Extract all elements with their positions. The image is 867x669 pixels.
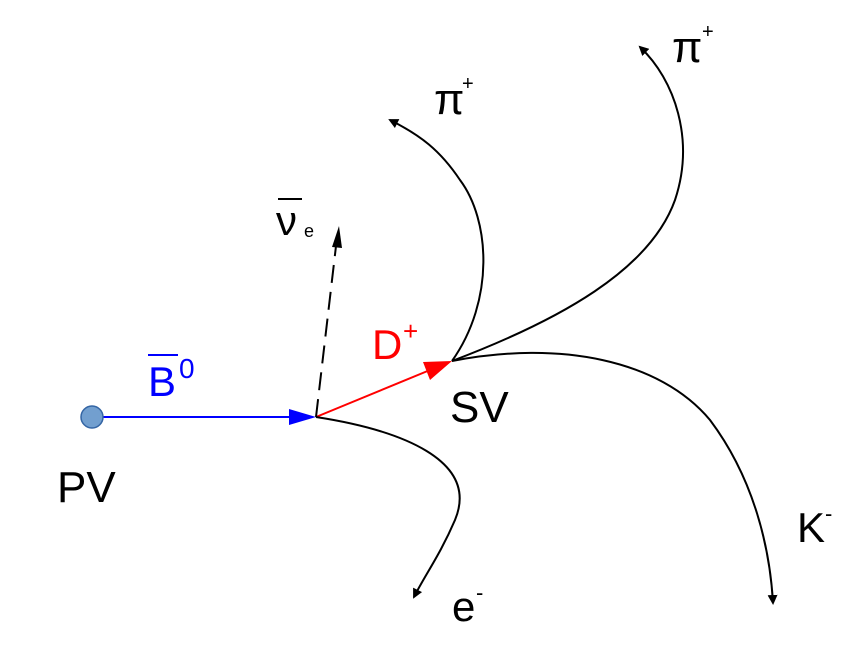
d-meson-symbol: D: [372, 321, 403, 368]
b-meson-overbar: [148, 354, 178, 356]
electron-track: [315, 416, 461, 599]
electron-symbol: e: [452, 583, 476, 630]
primary-vertex: [80, 405, 104, 429]
kaon-label: K -: [797, 503, 857, 553]
pv-label: PV: [57, 463, 116, 512]
pion-left-label: π +: [434, 72, 494, 122]
pion-right-track: [451, 45, 684, 362]
pion-left-track: [388, 119, 485, 362]
neutrino-overbar: [278, 198, 302, 200]
neutrino-arrowhead: [332, 226, 342, 248]
pion-left-symbol: π: [434, 75, 465, 124]
pion-right-label: π +: [672, 20, 732, 70]
electron-label: e -: [452, 580, 502, 630]
neutrino-label: ν e: [276, 198, 326, 248]
b-meson-superscript: 0: [179, 353, 195, 384]
kaon-track: [451, 351, 778, 605]
b-meson-arrowhead: [289, 409, 316, 425]
kaon-symbol: K: [797, 504, 826, 551]
neutrino-symbol: ν: [276, 197, 297, 244]
d-meson-superscript: +: [403, 316, 419, 346]
d-meson-track: [315, 369, 431, 418]
pion-right-superscript: +: [702, 21, 714, 43]
d-meson-label: D +: [372, 318, 432, 368]
b-meson-label: B 0: [148, 351, 208, 411]
electron-superscript: -: [476, 580, 484, 605]
neutrino-subscript: e: [304, 221, 315, 241]
neutrino-track: [315, 245, 337, 418]
pion-left-superscript: +: [462, 73, 474, 95]
d-meson-arrowhead: [423, 361, 452, 380]
kaon-superscript: -: [825, 501, 833, 526]
pion-right-symbol: π: [672, 23, 703, 72]
b-meson-symbol: B: [148, 358, 177, 405]
sv-label: SV: [450, 383, 509, 432]
